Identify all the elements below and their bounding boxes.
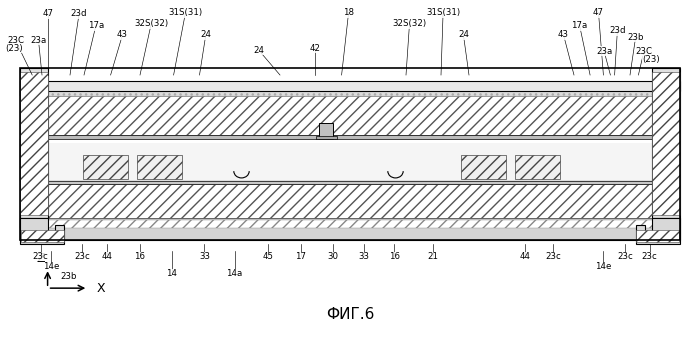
Bar (20, 220, 680, 228)
Bar (461, 155, 506, 179)
Polygon shape (636, 218, 680, 244)
Text: ФИГ.6: ФИГ.6 (326, 307, 374, 322)
Text: 14e: 14e (43, 262, 60, 271)
Text: 14: 14 (166, 269, 177, 278)
Text: 23c: 23c (642, 252, 657, 261)
Text: 24: 24 (458, 30, 469, 39)
Text: 23c: 23c (617, 252, 633, 261)
Text: 17a: 17a (571, 21, 588, 30)
Text: 23a: 23a (30, 36, 47, 45)
Bar (20, 72, 48, 214)
Text: 17: 17 (295, 252, 307, 261)
Text: 44: 44 (519, 252, 531, 261)
Text: 42: 42 (309, 44, 321, 53)
Text: 23c: 23c (545, 252, 561, 261)
Bar (20, 139, 680, 143)
Bar (20, 68, 48, 218)
Text: 47: 47 (593, 8, 604, 17)
Bar (652, 68, 680, 218)
Text: 43: 43 (117, 30, 128, 39)
Text: 18: 18 (343, 8, 354, 17)
Polygon shape (20, 218, 64, 244)
Text: 23d: 23d (71, 9, 88, 18)
Bar (514, 155, 560, 179)
Text: 23b: 23b (627, 33, 644, 42)
Text: 23b: 23b (60, 272, 77, 281)
Text: 17a: 17a (88, 21, 104, 30)
Text: 31S(31): 31S(31) (426, 8, 460, 17)
Bar (20, 68, 680, 240)
Text: X: X (97, 282, 105, 295)
Text: 16: 16 (134, 252, 146, 261)
Text: 33: 33 (199, 252, 210, 261)
Text: 21: 21 (427, 252, 438, 261)
Text: 16: 16 (389, 252, 400, 261)
Text: 23a: 23a (596, 47, 612, 56)
Text: (23): (23) (642, 55, 660, 64)
Text: 14a: 14a (226, 269, 243, 278)
Bar (20, 91, 680, 96)
Bar (20, 91, 680, 96)
Text: 31S(31): 31S(31) (169, 8, 202, 17)
Text: 32S(32): 32S(32) (393, 19, 426, 28)
Text: 23C: 23C (636, 47, 652, 56)
Text: 23c: 23c (74, 252, 90, 261)
Text: 24: 24 (200, 30, 211, 39)
Text: 23c: 23c (33, 252, 48, 261)
Bar (652, 72, 680, 214)
Bar (20, 135, 680, 139)
Bar (20, 139, 680, 181)
Text: 24: 24 (253, 46, 265, 55)
Bar (20, 181, 680, 184)
Bar (319, 123, 333, 139)
Bar (83, 155, 128, 179)
Bar (316, 136, 337, 139)
Text: 44: 44 (102, 252, 113, 261)
Text: 33: 33 (358, 252, 370, 261)
Bar (136, 155, 182, 179)
Text: 23d: 23d (609, 26, 626, 35)
Text: 32S(32): 32S(32) (134, 19, 168, 28)
Bar (20, 218, 680, 240)
Bar (20, 81, 680, 91)
Bar (21, 230, 64, 242)
Text: 47: 47 (42, 9, 53, 18)
Text: 23C: 23C (7, 36, 24, 45)
Bar (636, 230, 679, 242)
Bar (20, 184, 680, 218)
Text: 30: 30 (327, 252, 338, 261)
Text: Z: Z (36, 252, 45, 265)
Text: 43: 43 (558, 30, 569, 39)
Text: 45: 45 (262, 252, 274, 261)
Bar (20, 96, 680, 135)
Text: 14e: 14e (595, 262, 612, 271)
Text: (23): (23) (5, 44, 23, 53)
